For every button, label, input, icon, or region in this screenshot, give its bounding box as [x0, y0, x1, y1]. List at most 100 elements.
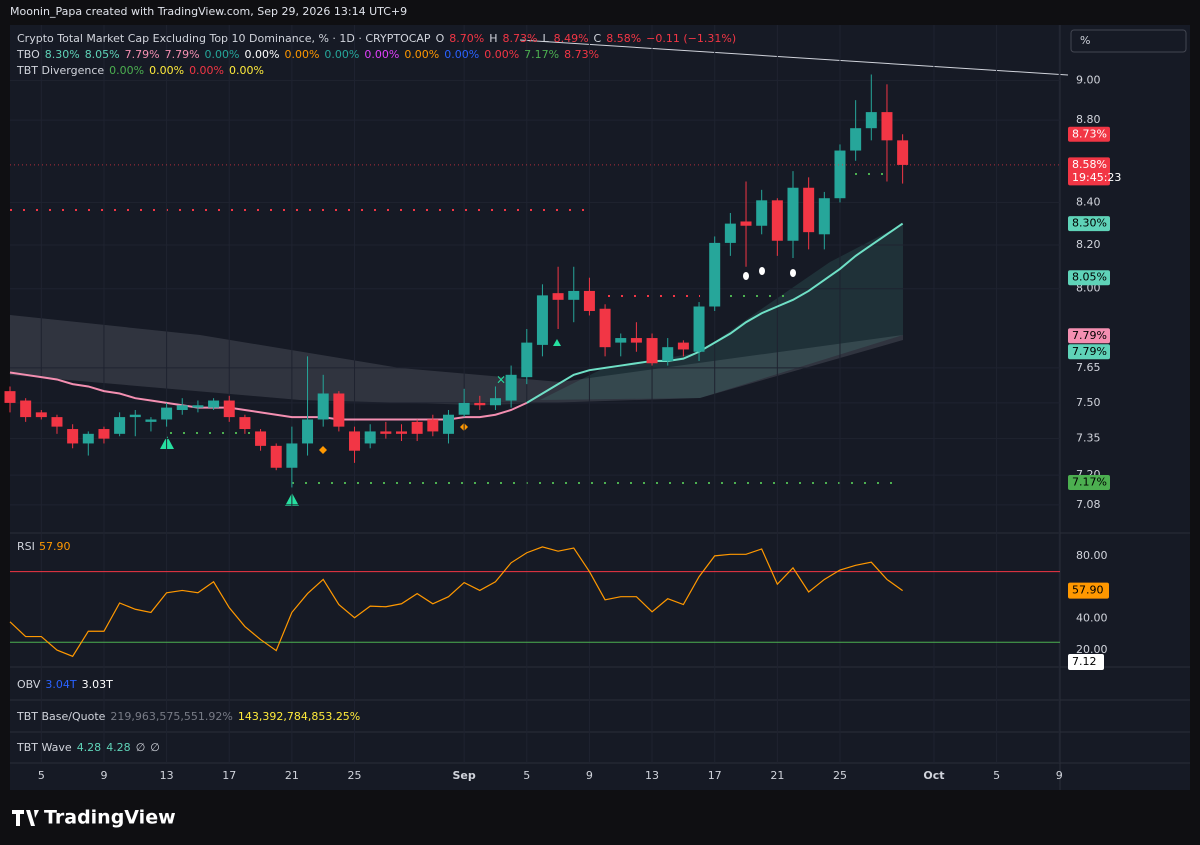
candle-body	[458, 402, 470, 415]
x-tick-label: 13	[160, 769, 174, 782]
legend-line: Crypto Total Market Cap Excluding Top 10…	[17, 32, 736, 45]
y-tick-label: 9.00	[1076, 73, 1101, 86]
legend-token: 0.00%	[189, 64, 224, 77]
price-badge	[1068, 328, 1110, 344]
candle-body	[427, 419, 439, 432]
candle-body	[834, 150, 846, 199]
legend-line: TBT Base/Quote 219,963,575,551.92% 143,392…	[16, 710, 360, 723]
x-tick-label: Oct	[923, 769, 944, 782]
legend-token: 0.00%	[245, 48, 280, 61]
price-badge-label: 8.73%	[1072, 127, 1107, 140]
cloud	[10, 224, 903, 405]
legend-token: 0.00%	[324, 48, 359, 61]
legend-token: 8.30%	[45, 48, 80, 61]
candle-body	[709, 242, 721, 307]
legend-token: 0.00%	[484, 48, 519, 61]
candle-body	[35, 412, 47, 418]
price-countdown: 19:45:23	[1072, 171, 1121, 184]
candle-body	[67, 429, 79, 444]
y-tick-label: 7.65	[1076, 361, 1101, 374]
candle-body	[646, 338, 658, 364]
candle-body	[818, 198, 830, 235]
x-tick-label: 9	[586, 769, 593, 782]
legend-token: 8.73%	[564, 48, 599, 61]
legend-token: 3.03T	[82, 678, 113, 691]
indicator-line	[526, 222, 904, 404]
legend-token: 219,963,575,551.92%	[110, 710, 232, 723]
x-tick-label: 9	[100, 769, 107, 782]
candle-body	[787, 187, 799, 241]
x-tick-label: 5	[523, 769, 530, 782]
price-badge-label: 7.79%	[1072, 329, 1107, 342]
rsi-title: RSI	[17, 540, 35, 553]
x-tick-label: 17	[222, 769, 236, 782]
price-badge-label: 8.58%	[1072, 158, 1107, 171]
candle-body	[740, 221, 752, 226]
candle-body	[865, 112, 877, 129]
trend-line	[519, 39, 1069, 76]
legend-token: −0.11 (−1.31%)	[646, 32, 736, 45]
legend-token: 7.79%	[125, 48, 160, 61]
legend-token: 8.73%	[502, 32, 537, 45]
price-badge-label: 7.17%	[1072, 475, 1107, 488]
legend-token: 0.00%	[205, 48, 240, 61]
legend-token: 7.17%	[524, 48, 559, 61]
legend-token: 7.79%	[165, 48, 200, 61]
legend-token: 8.70%	[449, 32, 484, 45]
legend-token: TBT Divergence	[16, 64, 104, 77]
legend-token: O	[436, 32, 445, 45]
candle-body	[615, 338, 627, 343]
legend-token: 8.58%	[606, 32, 641, 45]
legend-token: 3.04T	[45, 678, 76, 691]
candle-body	[333, 393, 345, 427]
price-badge-label: 8.05%	[1072, 271, 1107, 284]
legend-token: 4.28	[106, 741, 131, 754]
legend-token: 8.05%	[85, 48, 120, 61]
x-tick-label: 5	[993, 769, 1000, 782]
y-tick-label: 7.08	[1076, 498, 1101, 511]
candle-body	[223, 400, 235, 418]
candle-body	[270, 445, 282, 468]
candle-body	[145, 419, 157, 422]
unit-label: %	[1080, 34, 1090, 47]
candle-body	[51, 417, 63, 427]
candle-body	[756, 200, 768, 226]
candle-body	[192, 405, 204, 408]
candle-body	[208, 400, 220, 408]
price-badge	[1068, 216, 1110, 232]
legend-token: TBT Wave	[16, 741, 72, 754]
candle-body	[599, 308, 611, 348]
unit-box	[1070, 29, 1187, 53]
candle-body	[662, 347, 674, 361]
x-tick-label: 21	[770, 769, 784, 782]
candle-body	[489, 398, 501, 406]
legend-token: C	[594, 32, 602, 45]
legend-token: 0.00%	[444, 48, 479, 61]
candle-body	[568, 290, 580, 300]
y-tick-label: 7.35	[1076, 432, 1101, 445]
rsi-tick-label: 20.00	[1076, 643, 1108, 656]
scale-badge	[1068, 654, 1104, 670]
legend-token: 0.00%	[364, 48, 399, 61]
candle-body	[677, 342, 689, 350]
legend-token: H	[489, 32, 497, 45]
svg-text:×: ×	[496, 373, 506, 387]
candle-body	[161, 407, 173, 420]
rsi-tick-label: 80.00	[1076, 549, 1108, 562]
candle-body	[771, 200, 783, 241]
y-tick-label: 8.20	[1076, 238, 1101, 251]
candle-body	[803, 187, 815, 233]
plot-layer: 5 9 13 17 21 25 Sep 5 9 13 17 21 25 Oct 5 97.087.207.35…	[4, 25, 1190, 790]
candle-body	[396, 431, 407, 434]
legend-token: 0.00%	[229, 64, 264, 77]
candle-body	[380, 431, 392, 434]
candle-body	[552, 293, 564, 300]
x-tick-label: 25	[348, 769, 362, 782]
legend-line: TBT Wave 4.28 4.28 ∅ ∅	[16, 741, 160, 754]
legend-token: 0.00%	[109, 64, 144, 77]
candle-body	[82, 433, 94, 444]
candle-body	[364, 431, 376, 444]
candle-body	[98, 429, 110, 439]
price-badge	[1068, 270, 1110, 286]
